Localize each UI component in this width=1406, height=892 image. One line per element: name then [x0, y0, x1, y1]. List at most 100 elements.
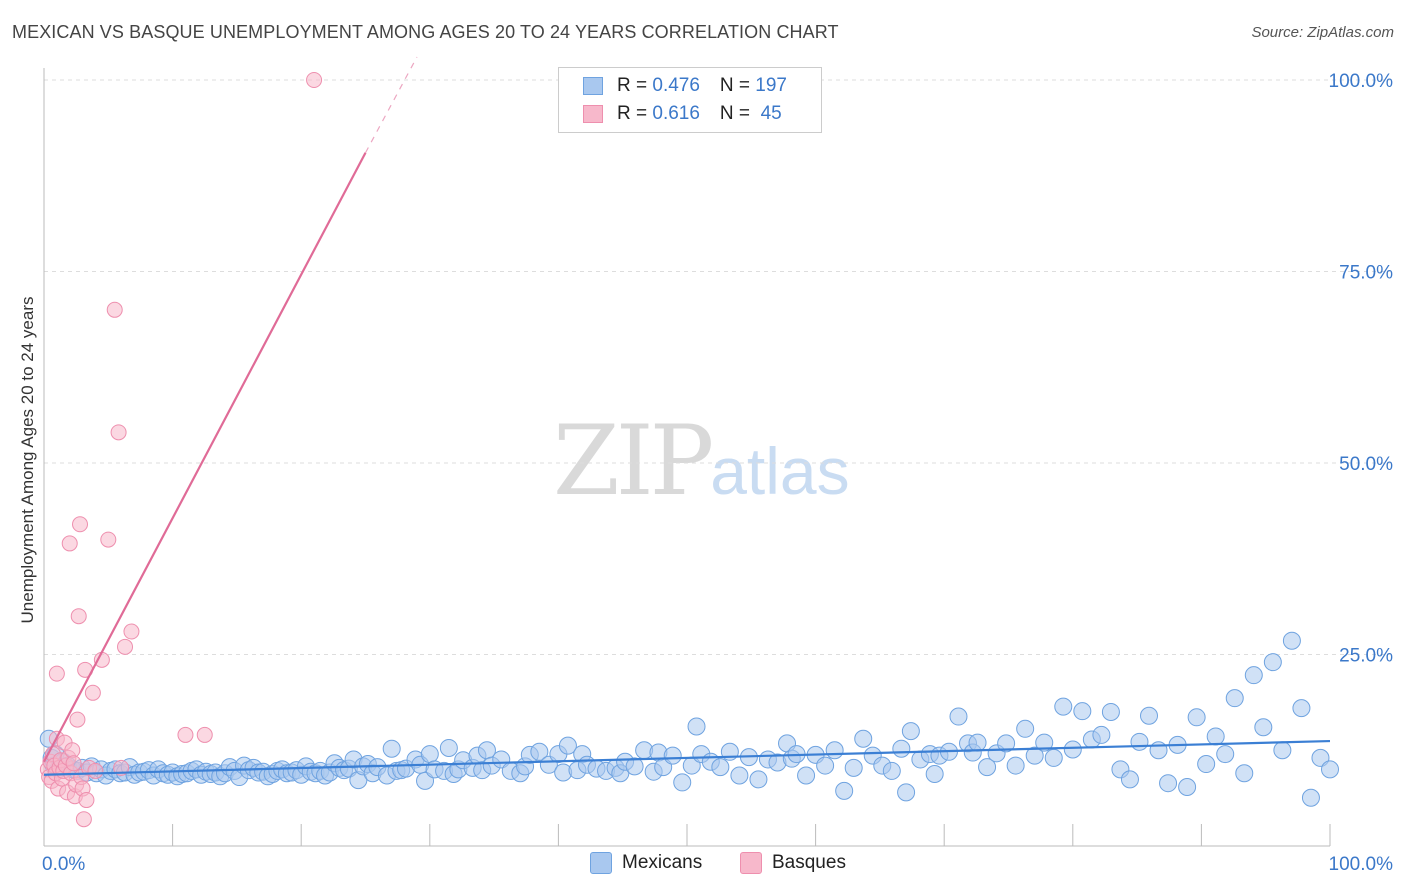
legend-n-label: N =	[719, 75, 756, 96]
mexicans-point	[1016, 719, 1035, 738]
legend-r-value: 0.616	[652, 103, 700, 124]
legend-row-basques: R = 0.616 N = 45	[583, 102, 782, 126]
watermark: ZIPatlas	[553, 405, 850, 517]
source-label: Source: ZipAtlas.com	[1251, 24, 1394, 41]
mexicans-point	[558, 736, 577, 755]
mexicans-point	[1225, 689, 1244, 708]
mexicans-point	[1282, 631, 1301, 650]
watermark-atlas: atlas	[710, 434, 850, 508]
mexicans-point	[1292, 699, 1311, 718]
chart-title: MEXICAN VS BASQUE UNEMPLOYMENT AMONG AGE…	[12, 22, 839, 42]
basques-point	[78, 792, 95, 809]
mexicans-points	[39, 631, 1339, 807]
basques-point	[196, 726, 213, 743]
mexicans-point	[730, 766, 749, 785]
mexicans-point	[897, 783, 916, 802]
mexicans-point	[844, 758, 863, 777]
mexicans-point	[901, 722, 920, 741]
legend-r-label: R =	[617, 75, 653, 96]
mexicans-point	[1120, 770, 1139, 789]
bottom-legend-basques: Basques	[740, 852, 846, 874]
basques-point	[70, 608, 87, 625]
legend-swatch-basques	[583, 105, 603, 123]
bottom-legend-swatch-mexicans	[590, 852, 612, 874]
basques-point	[87, 762, 104, 779]
legend-n-label: N =	[719, 103, 756, 124]
basques-points	[39, 72, 323, 828]
mexicans-point	[1263, 653, 1282, 672]
basques-point	[65, 755, 82, 772]
mexicans-point	[1159, 774, 1178, 793]
mexicans-point	[1273, 741, 1292, 760]
mexicans-point	[530, 742, 549, 761]
tick-labels: 25.0% 50.0% 75.0% 100.0% 0.0% 100.0%	[42, 71, 1393, 875]
grid	[44, 79, 1390, 655]
y-tick-label: 100.0%	[1329, 71, 1394, 92]
bottom-legend-label-basques: Basques	[772, 852, 846, 873]
mexicans-point	[835, 781, 854, 800]
watermark-zip: ZIP	[553, 405, 714, 517]
mexicans-point	[1025, 746, 1044, 765]
mexicans-point	[925, 764, 944, 783]
basques-point	[69, 711, 86, 728]
bottom-legend-label-mexicans: Mexicans	[622, 852, 703, 873]
mexicans-point	[1216, 745, 1235, 764]
mexicans-point	[949, 707, 968, 726]
y-tick-label: 75.0%	[1339, 263, 1393, 284]
basques-point	[117, 638, 134, 655]
basques-point	[110, 424, 127, 441]
y-tick-label: 25.0%	[1339, 646, 1393, 667]
mexicans-point	[797, 766, 816, 785]
mexicans-point	[1178, 778, 1197, 797]
mexicans-point	[749, 770, 768, 789]
mexicans-point	[711, 758, 730, 777]
mexicans-point	[687, 717, 706, 736]
basques-point	[75, 811, 92, 828]
mexicans-point	[997, 734, 1016, 753]
basques-point	[123, 623, 140, 640]
mexicans-point	[1044, 748, 1063, 767]
mexicans-point	[673, 773, 692, 792]
mexicans-point	[892, 739, 911, 758]
mexicans-point	[1206, 727, 1225, 746]
mexicans-point	[1063, 740, 1082, 759]
mexicans-point	[1187, 708, 1206, 727]
mexicans-point	[1130, 732, 1149, 751]
mexicans-trend-line	[43, 739, 1331, 776]
legend-swatch-mexicans	[583, 77, 603, 95]
mexicans-point	[1235, 764, 1254, 783]
x-tick-label: 0.0%	[42, 854, 85, 875]
mexicans-point	[1254, 718, 1273, 737]
basques-point	[177, 726, 194, 743]
bottom-legend-mexicans: Mexicans	[590, 852, 702, 874]
mexicans-point	[1140, 706, 1159, 725]
mexicans-point	[439, 738, 458, 757]
mexicans-point	[1006, 756, 1025, 775]
mexicans-point	[1301, 788, 1320, 807]
bottom-legend-swatch-basques	[740, 852, 762, 874]
basques-point	[84, 684, 101, 701]
legend: R = 0.476 N = 197 R = 0.616 N = 45	[558, 67, 822, 133]
mexicans-point	[382, 739, 401, 758]
legend-r-value: 0.476	[652, 75, 700, 96]
mexicans-point	[825, 741, 844, 760]
trend-lines	[43, 56, 1331, 776]
mexicans-point	[1092, 725, 1111, 744]
basques-point	[306, 72, 323, 88]
y-tick-label: 50.0%	[1339, 454, 1393, 475]
legend-row-mexicans: R = 0.476 N = 197	[583, 74, 787, 98]
mexicans-point	[625, 757, 644, 776]
mexicans-point	[1035, 733, 1054, 752]
x-tick-label: 100.0%	[1329, 854, 1394, 875]
axes	[43, 68, 1331, 847]
mexicans-point	[882, 761, 901, 780]
mexicans-point	[1197, 755, 1216, 774]
y-axis-label: Unemployment Among Ages 20 to 24 years	[18, 296, 37, 624]
mexicans-point	[978, 758, 997, 777]
mexicans-point	[1054, 697, 1073, 716]
basques-trend-extension	[364, 56, 418, 154]
mexicans-point	[816, 756, 835, 775]
mexicans-point	[1244, 666, 1263, 685]
basques-point	[106, 301, 123, 318]
mexicans-point	[1321, 760, 1339, 779]
